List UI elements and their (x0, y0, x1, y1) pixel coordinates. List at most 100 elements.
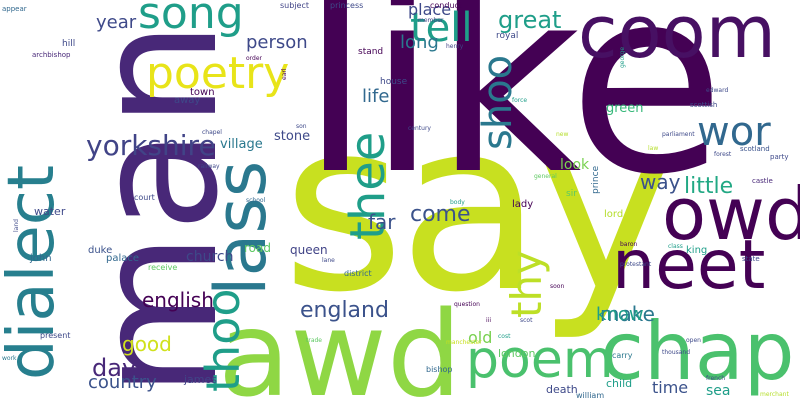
word-manchester: manchester (446, 339, 482, 346)
word-way: way (640, 170, 681, 194)
word-look: look (560, 157, 590, 173)
word-country: country (88, 372, 157, 393)
word-dialect: dialect (0, 164, 69, 380)
word-school: school (246, 197, 266, 204)
word-song: song (138, 0, 244, 39)
word-new: new (556, 131, 569, 138)
word-lass: lass (200, 160, 282, 296)
word-wor: wor (697, 109, 771, 155)
word-know: know (596, 304, 644, 325)
word-forest: forest (714, 151, 732, 158)
word-class: class (668, 243, 683, 250)
word-town: town (190, 87, 215, 98)
word-chapel: chapel (202, 129, 222, 136)
word-great: great (498, 6, 562, 34)
word-coom: coom (578, 0, 776, 74)
word-cost: cost (498, 333, 511, 340)
word-old: old (468, 328, 493, 347)
word-scotland: scotland (740, 145, 770, 153)
word-make: make (600, 302, 655, 326)
word-long: long (400, 32, 439, 53)
word-present: present (40, 331, 71, 340)
word-son: son (296, 123, 307, 130)
word-london: london (498, 347, 536, 360)
word-subject: subject (280, 1, 309, 10)
word-force: force (512, 97, 528, 104)
word-archbishop: archbishop (32, 51, 71, 59)
word-water: water (34, 205, 66, 218)
word-say: say (282, 71, 676, 344)
word-open: open (686, 337, 701, 344)
word-william: william (576, 391, 605, 400)
word-trade: trade (306, 337, 322, 344)
word-child: child (606, 377, 633, 390)
word-castle: castle (752, 177, 773, 185)
word-road: road (244, 241, 271, 255)
word-edward: edward (706, 87, 729, 94)
word-bishop: bishop (426, 365, 453, 374)
word-thy: thy (502, 250, 551, 318)
word-stand: stand (358, 47, 384, 57)
word-district: district (344, 269, 372, 278)
word-receive: receive (148, 263, 178, 272)
word-sea: sea (706, 383, 731, 399)
word-house: house (380, 77, 408, 87)
word-english: english (142, 288, 214, 312)
word-iii: iii (486, 317, 492, 324)
word-lane: lane (322, 257, 335, 264)
word-palace: palace (106, 253, 140, 264)
word-lord: lord (604, 209, 624, 220)
word-good: good (122, 332, 172, 356)
word-yorkshire: yorkshire (86, 129, 216, 162)
word-queen: queen (290, 243, 328, 257)
word-come: come (410, 202, 471, 227)
word-england: england (300, 298, 389, 323)
word-james: james (184, 373, 218, 386)
word-general: general (534, 173, 557, 180)
word-church: church (186, 249, 234, 265)
word-king: king (686, 245, 708, 256)
word-conduct: conduct (430, 1, 463, 10)
word-far: far (368, 210, 396, 234)
word-stone: stone (274, 129, 311, 144)
word-year: year (96, 12, 137, 33)
word-earl: earl (281, 68, 288, 80)
word-royal: royal (496, 31, 519, 41)
word-away: away (174, 95, 201, 106)
word-century: century (408, 125, 431, 132)
word-neet: neet (612, 226, 766, 305)
word-sir: sir (566, 189, 577, 199)
word-like: like (300, 0, 725, 231)
word-tell: tell (410, 5, 473, 51)
word-awd: awd (218, 285, 462, 400)
word-parliament: parliament (662, 131, 695, 138)
word-soon: soon (550, 283, 565, 290)
word-land: land (13, 219, 20, 232)
word-merchant: merchant (760, 391, 789, 398)
word-duke: duke (88, 245, 113, 256)
word-work: work (2, 355, 17, 362)
word-poetry: poetry (146, 48, 290, 99)
word-law: law (648, 145, 659, 152)
word-death: death (546, 383, 578, 396)
word-george: george (619, 46, 626, 68)
word-time: time (652, 378, 689, 397)
word-green: green (606, 101, 644, 116)
word-question: question (454, 301, 480, 308)
word-princess: princess (330, 1, 364, 10)
word-life: life (362, 86, 390, 107)
word-scot: scot (520, 317, 533, 324)
word-poem: poem (466, 330, 614, 390)
word-french: french (706, 375, 726, 382)
word-member: member (418, 17, 444, 24)
word-place: place (408, 0, 452, 19)
word-little: little (684, 174, 734, 199)
word-person: person (246, 32, 308, 53)
word-john: john (30, 253, 52, 264)
word-state: state (742, 255, 760, 263)
word-owd: owd (662, 172, 800, 256)
word-appear: appear (2, 5, 27, 13)
word-hill: hill (62, 39, 76, 49)
word-court: court (134, 193, 155, 202)
